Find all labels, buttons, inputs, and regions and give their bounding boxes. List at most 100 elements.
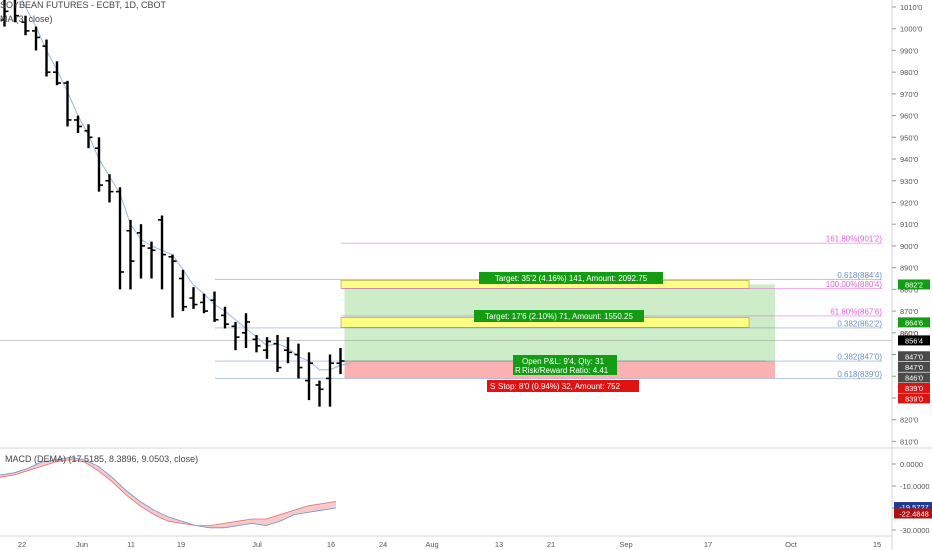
ohlc-bar-3 (32, 26, 40, 51)
price-tag-text: 839'0 (905, 394, 923, 403)
price-tag-text: 846'0 (905, 374, 923, 383)
ohlc-bar-28 (294, 343, 303, 379)
price-tag-2: 856'4 (898, 335, 930, 346)
price-tick-1: 1000'0 (900, 25, 922, 34)
ohlc-bar-19 (200, 293, 208, 314)
signal-last-tag: -22.4848 (894, 508, 932, 519)
time-tick-5: 16 (327, 540, 335, 549)
price-tag-text: 847'0 (905, 363, 923, 372)
fib-label-2: 100.00%(880'4) (826, 280, 883, 289)
ohlc-bar-32 (336, 348, 345, 375)
time-tick-7: Aug (425, 540, 438, 549)
price-tick-9: 920'0 (900, 198, 918, 207)
price-tick-20: 810'0 (900, 437, 918, 446)
time-tick-11: 17 (704, 540, 712, 549)
stop-text: Stop: 8'0 (0.94%) 32, Amount: 752 (498, 382, 621, 391)
stop-label-bg (487, 380, 639, 392)
fib-label-1: 0.618(884'4) (837, 271, 882, 280)
target-label-bg (479, 272, 663, 284)
pnl-label-bg (513, 355, 617, 375)
ohlc-bar-23 (242, 313, 250, 349)
ohlc-bar-5 (53, 61, 61, 86)
price-pane: 161.80%(901'2) 0.618(884'4)100.00%(880'4)… (0, 0, 892, 407)
ohlc-bar-15 (158, 215, 166, 290)
ohlc-bar-21 (221, 306, 229, 329)
time-tick-0: 22 (18, 540, 26, 549)
risk-reward-text: Risk/Reward Ratio: 4.41 (522, 366, 609, 375)
ohlc-bar-6 (63, 80, 72, 127)
price-tag-7: 839'0 (898, 393, 930, 404)
price-tick-7: 940'0 (900, 155, 918, 164)
signal-last-bg (894, 508, 932, 519)
price-tick-15: 860'0 (900, 329, 918, 338)
time-tick-9: 21 (547, 540, 555, 549)
time-tick-6: 24 (379, 540, 387, 549)
target-1-label: Target: 17'6 (2.10%) 71, Amount: 1550.25 (474, 310, 644, 322)
ohlc-bar-31 (326, 354, 334, 407)
price-tag-0: 882'2 (898, 279, 930, 290)
ohlc-bar-10 (105, 174, 114, 203)
price-tag-5: 846'0 (898, 372, 930, 383)
time-tick-13: 15 (873, 540, 881, 549)
target-1-label-bg (474, 310, 644, 322)
ohlc-bar-13 (137, 224, 145, 279)
stop-prefix: S (490, 382, 495, 391)
ratio-prefix: R (515, 366, 521, 375)
price-tick-14: 870'0 (900, 307, 918, 316)
open-pnl-text: Open P&L: 9'4, Qty: 31 (522, 357, 605, 366)
price-tag-text: 882'2 (905, 280, 923, 289)
symbol-title: SOYBEAN FUTURES - ECBT, 1D, CBOT (0, 0, 167, 10)
ohlc-bar-9 (95, 137, 103, 192)
price-tag-bg (898, 372, 930, 383)
fib-label-6: 0.618(839'0) (837, 370, 882, 379)
ohlc-bar-24 (252, 334, 261, 353)
macd-last-text: -19.5727 (899, 503, 929, 512)
time-tick-1: Jun (76, 540, 88, 549)
ma-line (21, 0, 352, 371)
ohlc-bar-18 (189, 287, 198, 309)
price-tag-bg (898, 361, 930, 372)
macd-fill (0, 457, 336, 528)
ohlc-bar-29 (305, 352, 313, 401)
price-tag-6: 839'0 (898, 382, 930, 393)
price-tick-19: 820'0 (900, 416, 918, 425)
price-tick-5: 960'0 (900, 112, 918, 121)
signal-line (0, 459, 337, 526)
price-tag-1: 864'6 (898, 317, 930, 328)
price-tick-10: 910'0 (900, 220, 918, 229)
ohlc-bar-14 (147, 241, 156, 279)
price-tag-bg (898, 279, 930, 290)
ohlc-bar-20 (210, 291, 219, 322)
price-tag-bg (898, 335, 930, 346)
ma-legend: MA (3, close) (0, 14, 53, 24)
price-tag-3: 847'0 (898, 351, 930, 362)
macd-tick-3: -30.0000 (900, 526, 930, 535)
price-tick-0: 1010'0 (900, 3, 922, 12)
ohlc-bar-7 (74, 115, 82, 133)
macd-line (0, 456, 337, 529)
price-tag-bg (898, 351, 930, 362)
macd-last-tag: -19.5727 (894, 502, 932, 513)
price-tag-bg (898, 317, 930, 328)
target-1-label-text: Target: 17'6 (2.10%) 71, Amount: 1550.25 (485, 312, 633, 321)
macd-last-bg (894, 502, 932, 513)
time-tick-10: Sep (619, 540, 632, 549)
ohlc-bar-17 (179, 269, 187, 312)
time-tick-8: 13 (495, 540, 503, 549)
ohlc-bar-27 (284, 337, 292, 364)
fib-label-0: 161.80%(901'2) (826, 235, 883, 244)
price-tag-4: 847'0 (898, 361, 930, 372)
price-tag-bg (898, 393, 930, 404)
ohlc-bar-2 (21, 15, 30, 36)
ohlc-bar-22 (231, 321, 240, 351)
signal-last-text: -22.4848 (899, 509, 929, 518)
price-tag-bg (898, 382, 930, 393)
ohlc-bar-11 (116, 187, 124, 290)
ohlc-bar-25 (263, 337, 271, 359)
ohlc-bar-1 (13, 0, 19, 23)
price-tag-text: 847'0 (905, 352, 923, 361)
target-label-text: Target: 35'2 (4.16%) 141, Amount: 2092.7… (495, 274, 648, 283)
